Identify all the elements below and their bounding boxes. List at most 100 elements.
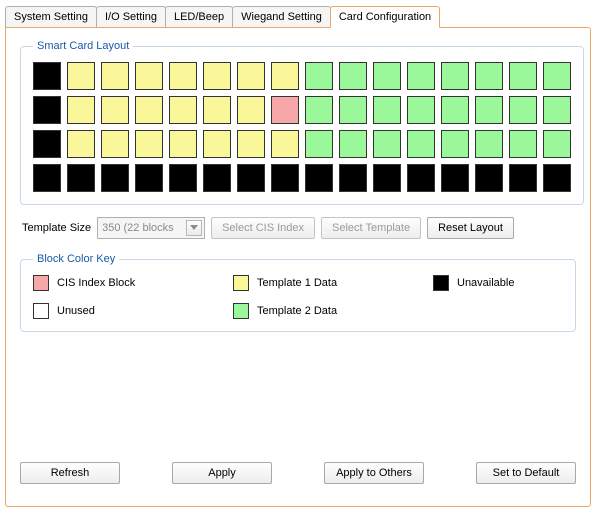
key-template-2: Template 2 Data [233, 303, 433, 319]
swatch-template1-icon [233, 275, 249, 291]
set-to-default-button[interactable]: Set to Default [476, 462, 576, 484]
refresh-button[interactable]: Refresh [20, 462, 120, 484]
card-block[interactable] [271, 130, 299, 158]
card-block[interactable] [203, 164, 231, 192]
card-block[interactable] [33, 96, 61, 124]
tab-led-beep[interactable]: LED/Beep [165, 6, 233, 27]
card-block-grid [33, 62, 571, 192]
card-block[interactable] [271, 164, 299, 192]
card-block[interactable] [509, 96, 537, 124]
card-block[interactable] [475, 164, 503, 192]
card-block[interactable] [509, 62, 537, 90]
card-block[interactable] [543, 130, 571, 158]
card-block[interactable] [203, 62, 231, 90]
card-block[interactable] [407, 130, 435, 158]
tab-i-o-setting[interactable]: I/O Setting [96, 6, 166, 27]
layout-controls-row: Template Size 350 (22 blocks Select CIS … [22, 217, 576, 239]
card-block[interactable] [339, 62, 367, 90]
tab-wiegand-setting[interactable]: Wiegand Setting [232, 6, 331, 27]
card-block[interactable] [373, 130, 401, 158]
card-block[interactable] [441, 96, 469, 124]
card-block[interactable] [373, 96, 401, 124]
card-block[interactable] [169, 130, 197, 158]
swatch-cis-icon [33, 275, 49, 291]
card-block[interactable] [441, 62, 469, 90]
reset-layout-button[interactable]: Reset Layout [427, 217, 514, 239]
block-color-key-fieldset: Block Color Key CIS Index Block Template… [20, 253, 576, 332]
smart-card-layout-legend: Smart Card Layout [33, 40, 133, 52]
card-block[interactable] [305, 130, 333, 158]
card-block[interactable] [441, 164, 469, 192]
card-block[interactable] [339, 130, 367, 158]
card-block[interactable] [543, 164, 571, 192]
tab-system-setting[interactable]: System Setting [5, 6, 97, 27]
card-block[interactable] [169, 164, 197, 192]
apply-to-others-button[interactable]: Apply to Others [324, 462, 424, 484]
card-block[interactable] [135, 96, 163, 124]
key-template2-label: Template 2 Data [257, 305, 337, 317]
card-block[interactable] [441, 130, 469, 158]
card-block[interactable] [33, 164, 61, 192]
card-block[interactable] [33, 130, 61, 158]
card-block[interactable] [135, 130, 163, 158]
card-block[interactable] [169, 62, 197, 90]
swatch-unused-icon [33, 303, 49, 319]
card-block[interactable] [407, 62, 435, 90]
card-block[interactable] [67, 130, 95, 158]
card-block[interactable] [135, 164, 163, 192]
card-block[interactable] [237, 96, 265, 124]
swatch-unavailable-icon [433, 275, 449, 291]
card-block[interactable] [407, 96, 435, 124]
key-template-1: Template 1 Data [233, 275, 433, 291]
card-block[interactable] [305, 62, 333, 90]
card-block[interactable] [237, 62, 265, 90]
card-block[interactable] [373, 62, 401, 90]
key-unused: Unused [33, 303, 233, 319]
card-block[interactable] [543, 62, 571, 90]
card-block[interactable] [237, 130, 265, 158]
chevron-down-icon [186, 220, 202, 236]
card-block[interactable] [203, 96, 231, 124]
card-block[interactable] [509, 164, 537, 192]
key-template1-label: Template 1 Data [257, 277, 337, 289]
card-block[interactable] [543, 96, 571, 124]
card-block[interactable] [475, 96, 503, 124]
card-block[interactable] [101, 130, 129, 158]
swatch-template2-icon [233, 303, 249, 319]
key-unavailable: Unavailable [433, 275, 563, 291]
card-block[interactable] [135, 62, 163, 90]
card-block[interactable] [67, 96, 95, 124]
card-block[interactable] [475, 130, 503, 158]
key-unused-label: Unused [57, 305, 95, 317]
card-block[interactable] [339, 164, 367, 192]
select-template-button: Select Template [321, 217, 421, 239]
tab-card-configuration[interactable]: Card Configuration [330, 6, 440, 28]
card-block[interactable] [101, 164, 129, 192]
block-color-key-legend: Block Color Key [33, 253, 119, 265]
card-block[interactable] [101, 62, 129, 90]
card-block[interactable] [305, 96, 333, 124]
card-block[interactable] [203, 130, 231, 158]
card-block[interactable] [169, 96, 197, 124]
card-block[interactable] [339, 96, 367, 124]
card-block[interactable] [509, 130, 537, 158]
key-unavailable-label: Unavailable [457, 277, 514, 289]
bottom-button-row: Refresh Apply Apply to Others Set to Def… [20, 462, 576, 484]
card-block[interactable] [305, 164, 333, 192]
key-cis-label: CIS Index Block [57, 277, 135, 289]
card-block[interactable] [271, 62, 299, 90]
card-block[interactable] [475, 62, 503, 90]
card-block[interactable] [271, 96, 299, 124]
card-block[interactable] [101, 96, 129, 124]
card-block[interactable] [373, 164, 401, 192]
card-block[interactable] [67, 164, 95, 192]
color-key-grid: CIS Index Block Template 1 Data Unavaila… [33, 275, 563, 319]
card-block[interactable] [237, 164, 265, 192]
card-block[interactable] [407, 164, 435, 192]
tab-strip: System SettingI/O SettingLED/BeepWiegand… [5, 5, 591, 27]
card-block[interactable] [67, 62, 95, 90]
smart-card-layout-fieldset: Smart Card Layout [20, 40, 584, 205]
card-block[interactable] [33, 62, 61, 90]
template-size-value: 350 (22 blocks [102, 222, 174, 234]
apply-button[interactable]: Apply [172, 462, 272, 484]
